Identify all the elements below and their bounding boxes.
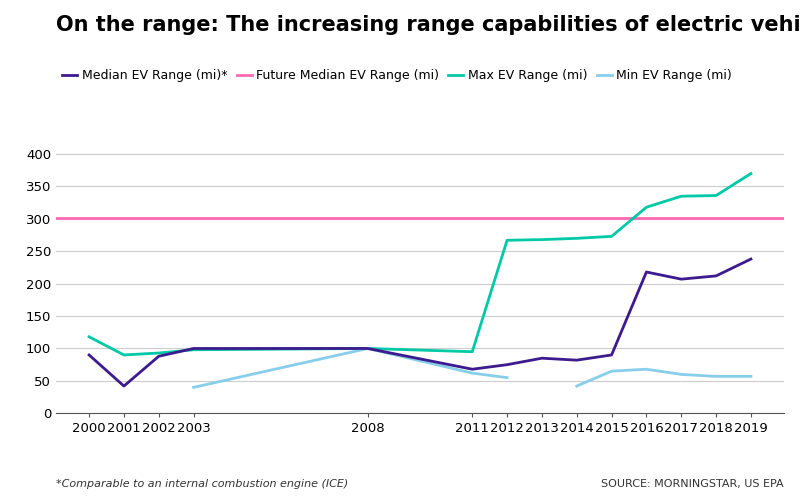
Max EV Range (mi) [467,349,477,355]
Min EV Range (mi) [572,383,582,389]
Max EV Range (mi) [502,237,512,243]
Median EV Range (mi)* [606,352,616,358]
Legend: Median EV Range (mi)*, Future Median EV Range (mi), Max EV Range (mi), Min EV Ra: Median EV Range (mi)*, Future Median EV … [62,69,732,82]
Min EV Range (mi) [642,366,651,372]
Median EV Range (mi)* [677,276,686,282]
Median EV Range (mi)* [642,269,651,275]
Text: On the range: The increasing range capabilities of electric vehicles: On the range: The increasing range capab… [56,15,800,35]
Median EV Range (mi)* [572,357,582,363]
Max EV Range (mi) [119,352,129,358]
Max EV Range (mi) [711,193,721,199]
Max EV Range (mi) [84,334,94,340]
Line: Min EV Range (mi): Min EV Range (mi) [124,348,751,394]
Max EV Range (mi) [154,350,163,356]
Median EV Range (mi)* [189,345,198,351]
Median EV Range (mi)* [746,256,756,262]
Max EV Range (mi) [537,236,546,242]
Min EV Range (mi) [189,385,198,391]
Median EV Range (mi)* [84,352,94,358]
Min EV Range (mi) [467,370,477,376]
Max EV Range (mi) [746,170,756,176]
Median EV Range (mi)* [154,353,163,359]
Median EV Range (mi)* [363,345,373,351]
Max EV Range (mi) [642,204,651,210]
Max EV Range (mi) [606,233,616,239]
Median EV Range (mi)* [502,362,512,368]
Min EV Range (mi) [363,345,373,351]
Max EV Range (mi) [677,193,686,199]
Max EV Range (mi) [363,345,373,351]
Min EV Range (mi) [119,391,129,397]
Line: Median EV Range (mi)*: Median EV Range (mi)* [89,259,751,386]
Median EV Range (mi)* [119,383,129,389]
Min EV Range (mi) [677,371,686,377]
Line: Max EV Range (mi): Max EV Range (mi) [89,173,751,355]
Median EV Range (mi)* [467,366,477,372]
Max EV Range (mi) [189,347,198,353]
Min EV Range (mi) [746,373,756,380]
Min EV Range (mi) [606,368,616,374]
Text: *Comparable to an internal combustion engine (ICE): *Comparable to an internal combustion en… [56,479,348,489]
Text: SOURCE: MORNINGSTAR, US EPA: SOURCE: MORNINGSTAR, US EPA [602,479,784,489]
Median EV Range (mi)* [711,273,721,279]
Min EV Range (mi) [711,373,721,380]
Median EV Range (mi)* [537,355,546,361]
Min EV Range (mi) [502,374,512,381]
Max EV Range (mi) [572,235,582,241]
